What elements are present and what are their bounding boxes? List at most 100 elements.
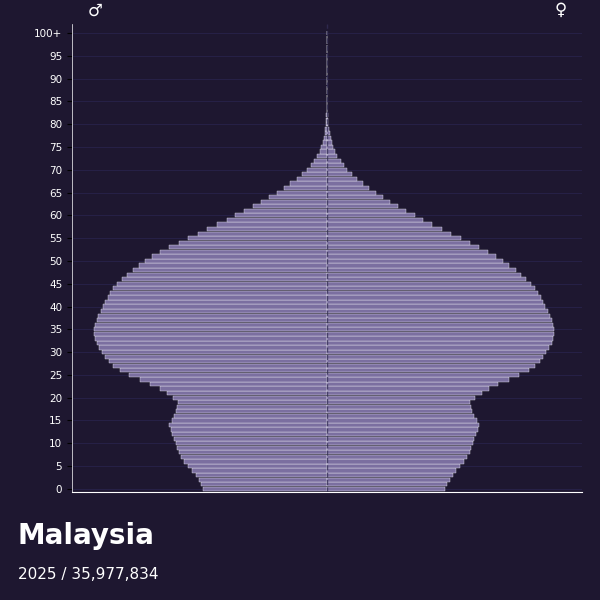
Bar bbox=[118, 281, 327, 286]
Bar bbox=[327, 464, 460, 468]
Bar bbox=[327, 204, 398, 208]
Bar bbox=[160, 250, 327, 254]
Bar bbox=[95, 323, 327, 327]
Bar bbox=[208, 227, 327, 231]
Bar bbox=[327, 236, 461, 240]
Bar bbox=[130, 373, 327, 377]
Bar bbox=[327, 327, 554, 331]
Bar bbox=[139, 263, 327, 268]
Bar bbox=[327, 460, 464, 464]
Bar bbox=[327, 373, 519, 377]
Bar bbox=[113, 364, 327, 368]
Bar bbox=[297, 177, 327, 181]
Bar bbox=[325, 127, 327, 131]
Bar bbox=[110, 291, 327, 295]
Bar bbox=[327, 140, 332, 145]
Bar bbox=[327, 391, 482, 395]
Bar bbox=[176, 441, 327, 445]
Text: ♂: ♂ bbox=[88, 1, 102, 19]
Bar bbox=[327, 200, 390, 204]
Bar bbox=[317, 154, 327, 158]
Bar bbox=[327, 295, 541, 299]
Bar bbox=[176, 409, 327, 413]
Bar bbox=[201, 482, 327, 487]
Bar bbox=[327, 154, 337, 158]
Bar bbox=[327, 213, 415, 217]
Bar bbox=[196, 473, 327, 477]
Bar bbox=[174, 414, 327, 418]
Bar bbox=[327, 191, 376, 195]
Bar bbox=[327, 218, 424, 222]
Bar bbox=[109, 359, 327, 364]
Bar bbox=[307, 168, 327, 172]
Bar bbox=[106, 355, 327, 359]
Bar bbox=[327, 337, 553, 341]
Bar bbox=[327, 272, 521, 277]
Bar bbox=[94, 327, 327, 331]
Bar bbox=[327, 149, 335, 154]
Bar bbox=[198, 232, 327, 236]
Bar bbox=[327, 223, 432, 227]
Bar bbox=[327, 364, 535, 368]
Bar bbox=[98, 314, 327, 318]
Bar bbox=[188, 236, 327, 240]
Bar bbox=[327, 487, 445, 491]
Bar bbox=[290, 181, 327, 185]
Bar bbox=[327, 113, 328, 117]
Bar bbox=[171, 427, 327, 431]
Bar bbox=[322, 145, 327, 149]
Bar bbox=[97, 341, 327, 345]
Bar bbox=[203, 487, 327, 491]
Bar bbox=[327, 286, 535, 290]
Bar bbox=[327, 386, 489, 391]
Bar bbox=[327, 195, 383, 199]
Bar bbox=[327, 400, 470, 404]
Bar bbox=[327, 158, 341, 163]
Bar bbox=[193, 469, 327, 473]
Bar bbox=[178, 400, 327, 404]
Bar bbox=[327, 241, 470, 245]
Bar bbox=[327, 268, 516, 272]
Bar bbox=[314, 158, 327, 163]
Bar bbox=[327, 281, 531, 286]
Bar bbox=[327, 359, 540, 364]
Bar bbox=[327, 346, 550, 350]
Text: ♀: ♀ bbox=[554, 1, 567, 19]
Bar bbox=[101, 309, 327, 313]
Bar bbox=[327, 263, 509, 268]
Bar bbox=[327, 382, 499, 386]
Bar bbox=[327, 254, 496, 259]
Bar bbox=[122, 277, 327, 281]
Bar bbox=[327, 168, 347, 172]
Bar bbox=[327, 450, 470, 454]
Bar bbox=[327, 423, 479, 427]
Bar bbox=[177, 446, 327, 450]
Bar bbox=[327, 446, 471, 450]
Bar bbox=[327, 350, 546, 354]
Bar bbox=[323, 140, 327, 145]
Bar bbox=[327, 368, 529, 373]
Bar bbox=[327, 309, 548, 313]
Bar bbox=[179, 241, 327, 245]
Bar bbox=[327, 186, 369, 190]
Text: 2025 / 35,977,834: 2025 / 35,977,834 bbox=[18, 567, 158, 582]
Bar bbox=[320, 149, 327, 154]
Bar bbox=[326, 122, 327, 127]
Text: Malaysia: Malaysia bbox=[18, 522, 155, 550]
Bar bbox=[327, 122, 328, 127]
Bar bbox=[327, 304, 545, 308]
Bar bbox=[327, 250, 488, 254]
Bar bbox=[227, 218, 327, 222]
Bar bbox=[327, 227, 442, 231]
Bar bbox=[327, 318, 552, 322]
Bar bbox=[324, 136, 327, 140]
Bar bbox=[102, 350, 327, 354]
Bar bbox=[327, 277, 526, 281]
Bar bbox=[160, 386, 327, 391]
Bar bbox=[120, 368, 327, 373]
Bar bbox=[184, 460, 327, 464]
Bar bbox=[327, 131, 329, 136]
Bar bbox=[327, 314, 550, 318]
Bar bbox=[327, 163, 344, 167]
Bar bbox=[174, 437, 327, 441]
